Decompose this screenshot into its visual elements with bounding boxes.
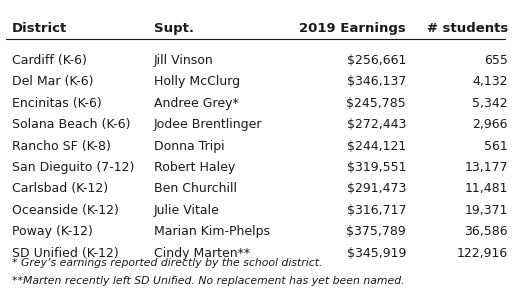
Text: * Grey’s earnings reported directly by the school district.: * Grey’s earnings reported directly by t… — [12, 258, 322, 268]
Text: San Dieguito (7-12): San Dieguito (7-12) — [12, 161, 134, 174]
Text: Rancho SF (K-8): Rancho SF (K-8) — [12, 139, 111, 153]
Text: 122,916: 122,916 — [456, 247, 508, 260]
Text: Carlsbad (K-12): Carlsbad (K-12) — [12, 183, 108, 195]
Text: 2019 Earnings: 2019 Earnings — [299, 22, 406, 35]
Text: Holly McClurg: Holly McClurg — [154, 75, 240, 88]
Text: $256,661: $256,661 — [346, 54, 406, 67]
Text: Cindy Marten**: Cindy Marten** — [154, 247, 250, 260]
Text: 2,966: 2,966 — [472, 118, 508, 131]
Text: Marian Kim-Phelps: Marian Kim-Phelps — [154, 225, 270, 239]
Text: Jodee Brentlinger: Jodee Brentlinger — [154, 118, 263, 131]
Text: $245,785: $245,785 — [346, 97, 406, 110]
Text: $319,551: $319,551 — [346, 161, 406, 174]
Text: Andree Grey*: Andree Grey* — [154, 97, 239, 110]
Text: $316,717: $316,717 — [346, 204, 406, 217]
Text: $346,137: $346,137 — [346, 75, 406, 88]
Text: Cardiff (K-6): Cardiff (K-6) — [12, 54, 86, 67]
Text: Del Mar (K-6): Del Mar (K-6) — [12, 75, 93, 88]
Text: $345,919: $345,919 — [346, 247, 406, 260]
Text: 561: 561 — [484, 139, 508, 153]
Text: Oceanside (K-12): Oceanside (K-12) — [12, 204, 118, 217]
Text: Jill Vinson: Jill Vinson — [154, 54, 214, 67]
Text: Encinitas (K-6): Encinitas (K-6) — [12, 97, 101, 110]
Text: SD Unified (K-12): SD Unified (K-12) — [12, 247, 118, 260]
Text: Poway (K-12): Poway (K-12) — [12, 225, 93, 239]
Text: Robert Haley: Robert Haley — [154, 161, 235, 174]
Text: Julie Vitale: Julie Vitale — [154, 204, 220, 217]
Text: $375,789: $375,789 — [346, 225, 406, 239]
Text: District: District — [12, 22, 67, 35]
Text: 4,132: 4,132 — [472, 75, 508, 88]
Text: $291,473: $291,473 — [346, 183, 406, 195]
Text: 655: 655 — [484, 54, 508, 67]
Text: 36,586: 36,586 — [464, 225, 508, 239]
Text: Supt.: Supt. — [154, 22, 194, 35]
Text: 19,371: 19,371 — [464, 204, 508, 217]
Text: Solana Beach (K-6): Solana Beach (K-6) — [12, 118, 130, 131]
Text: $244,121: $244,121 — [347, 139, 406, 153]
Text: # students: # students — [427, 22, 508, 35]
Text: 13,177: 13,177 — [464, 161, 508, 174]
Text: 11,481: 11,481 — [464, 183, 508, 195]
Text: $272,443: $272,443 — [346, 118, 406, 131]
Text: Ben Churchill: Ben Churchill — [154, 183, 237, 195]
Text: Donna Tripi: Donna Tripi — [154, 139, 225, 153]
Text: 5,342: 5,342 — [472, 97, 508, 110]
Text: **Marten recently left SD Unified. No replacement has yet been named.: **Marten recently left SD Unified. No re… — [12, 276, 404, 286]
